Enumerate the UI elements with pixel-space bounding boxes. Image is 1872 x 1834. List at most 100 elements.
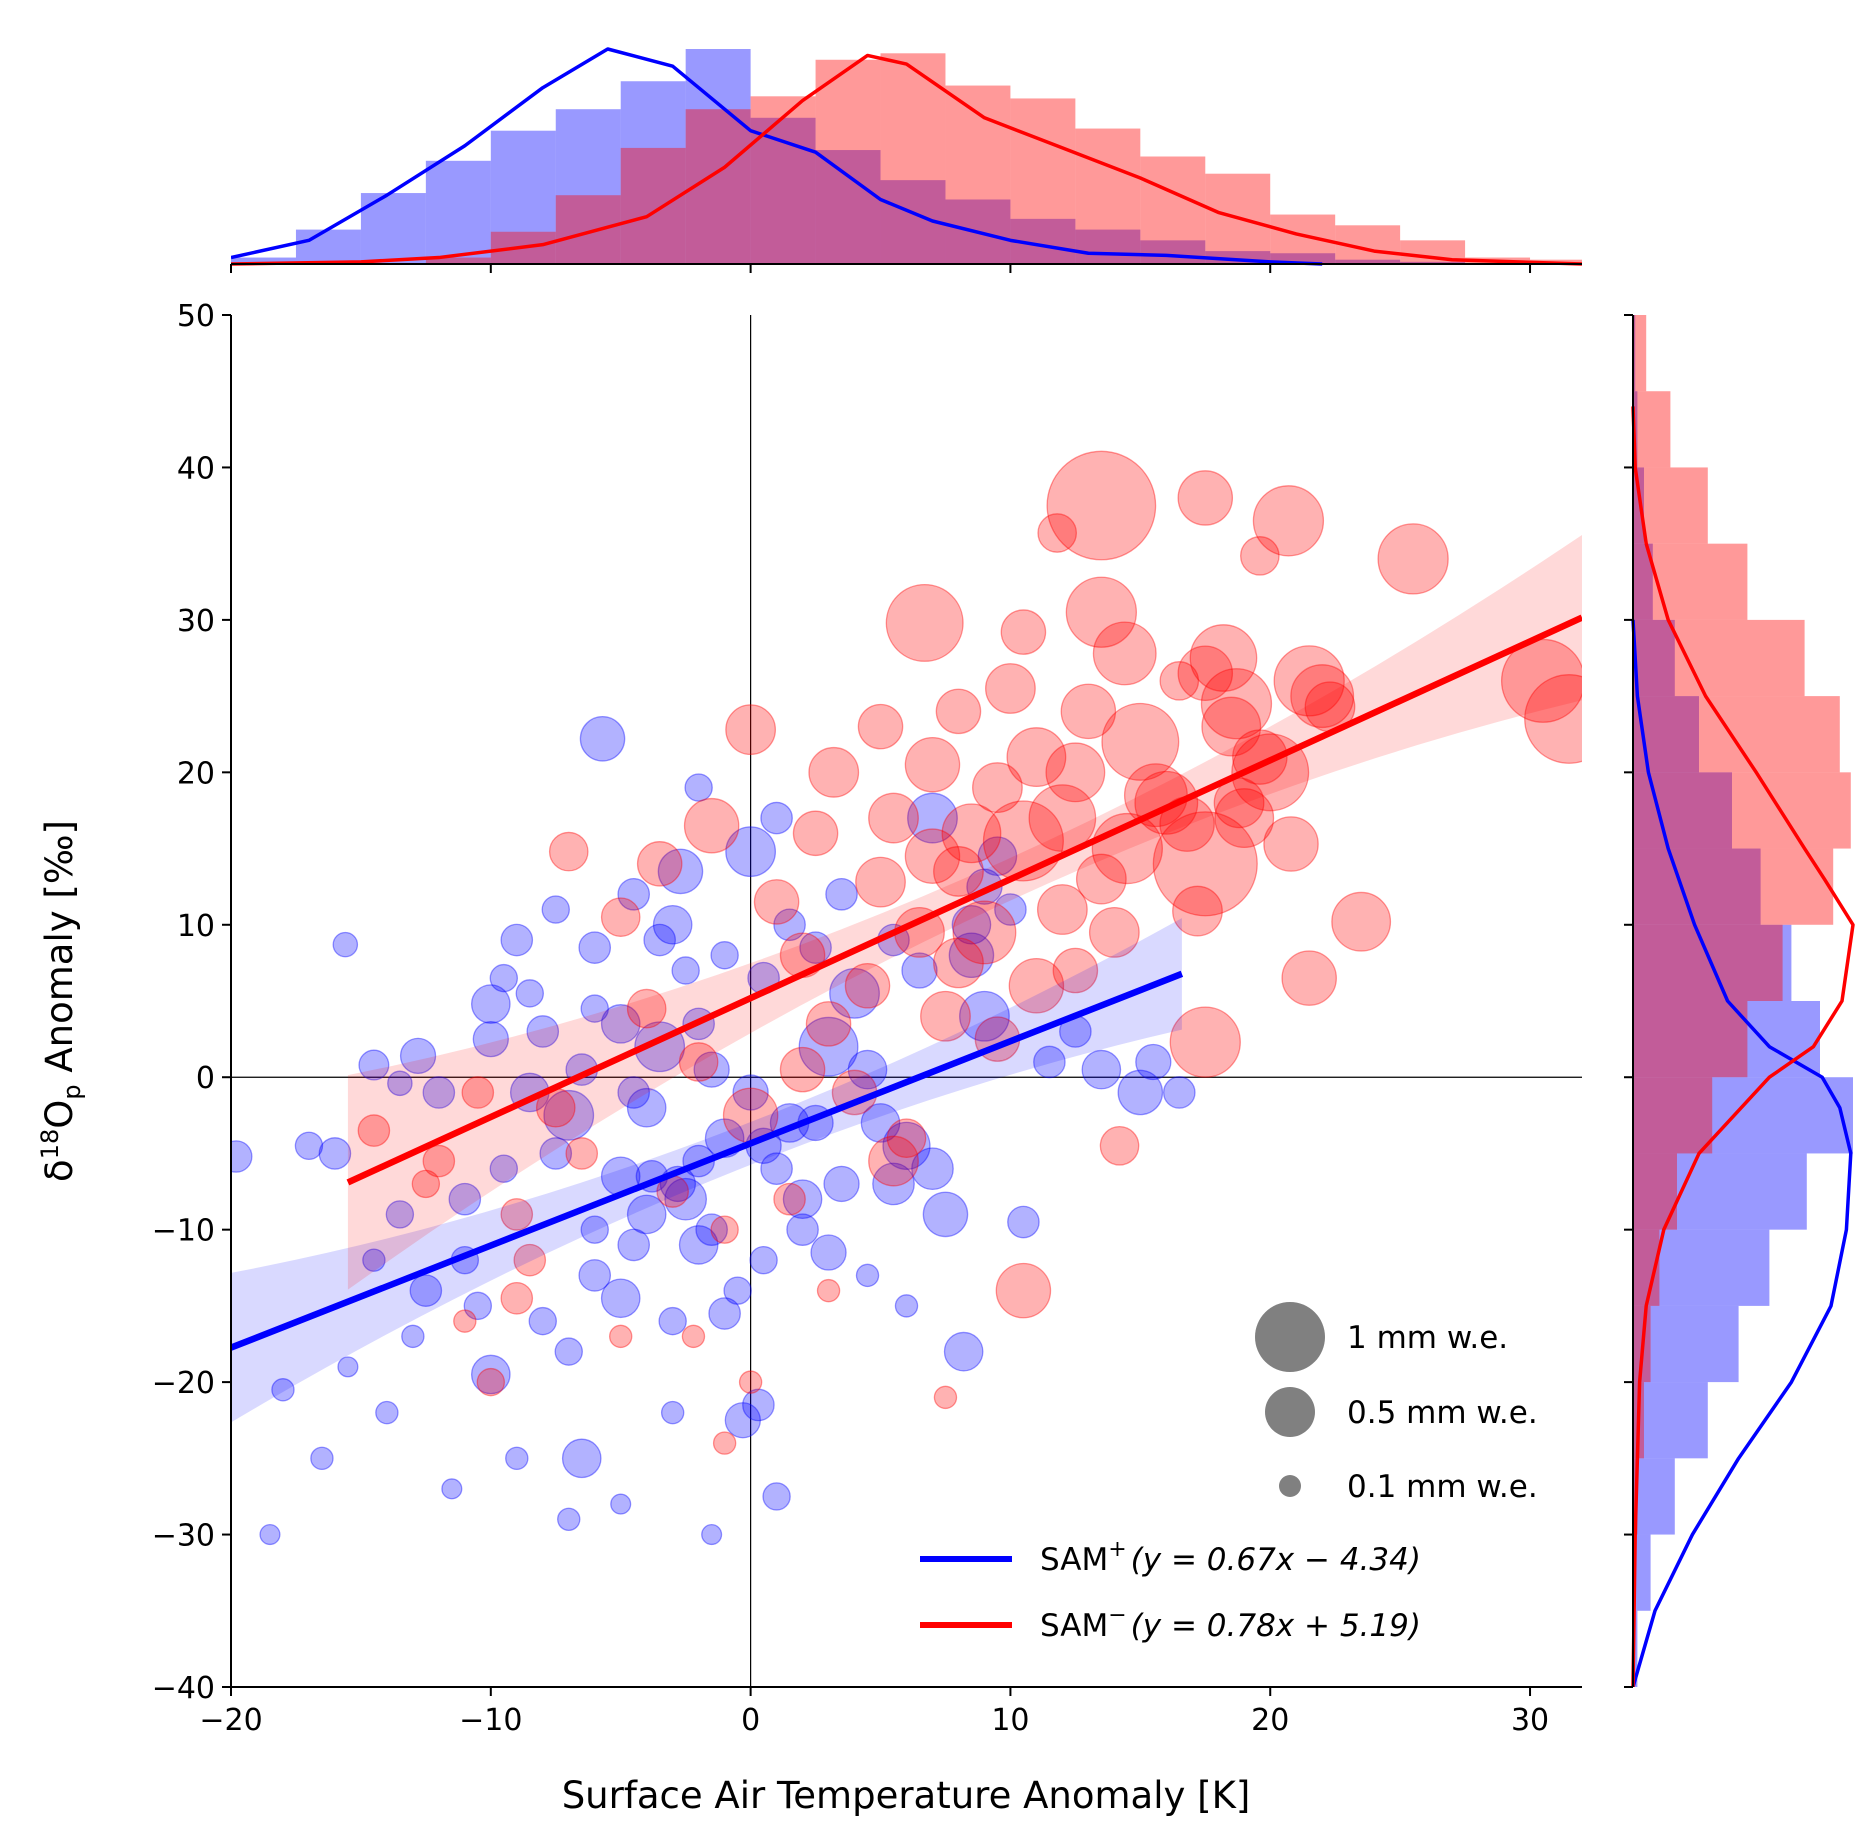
data-point [657,848,704,895]
histogram-bar [1633,1382,1708,1459]
data-point [701,1524,723,1546]
y-axis-title-o: O [38,1100,81,1129]
data-point [712,1431,737,1455]
data-point [920,990,971,1042]
size-legend-label-0.5mm: 0.5 mm w.e. [1347,1395,1538,1431]
data-point [489,1154,519,1183]
legend-sam-plus-prefix: SAM [1040,1542,1108,1578]
data-point [1045,742,1106,803]
data-point [760,1152,793,1185]
top-kde-curve-samplus [231,47,1323,266]
data-point [1273,645,1345,717]
data-point [678,1042,719,1082]
data-point [738,1370,763,1394]
data-point [660,1400,685,1425]
histogram-bar [1633,772,1732,849]
data-point [1263,816,1319,872]
histogram-bar [490,130,556,264]
axes [230,263,1634,1688]
histogram-bar [1633,1458,1675,1535]
data-point [358,1049,390,1081]
data-point [708,1297,741,1330]
x-tick-label: 30 [1511,1703,1549,1738]
data-point [422,1076,456,1109]
data-point [885,583,964,662]
data-point [318,1137,352,1170]
data-point [500,923,534,957]
data-point [1060,683,1117,740]
right-histogram-samplus [1633,315,1853,1687]
data-point [1075,853,1127,905]
data-point [882,1121,931,1170]
data-point [1252,485,1325,557]
data-point [636,841,683,887]
data-point [907,792,958,844]
data-point [541,895,570,924]
histogram-bar [620,81,686,264]
data-point [799,931,832,964]
data-point [385,1200,415,1229]
histogram-bar [1633,1153,1807,1230]
data-point [693,1051,730,1088]
data-point [1007,1205,1040,1239]
data-point [461,1076,495,1109]
data-point [600,1004,641,1044]
data-point [1172,885,1223,937]
data-point [543,1089,595,1141]
data-point [332,931,359,958]
data-point [1290,664,1355,729]
data-point [476,1367,506,1397]
data-point [1117,1069,1164,1116]
data-point [1177,470,1234,526]
data-point [643,923,676,957]
y-axis-title-rest: Anomaly [‰] [38,820,81,1084]
legend-label-sam-plus: SAM+ (y = 0.67x − 4.34) [1040,1537,1421,1578]
data-point [1159,661,1200,701]
legend-label-sam-minus: SAM− (y = 0.78x + 5.19) [1040,1603,1421,1644]
data-point [652,904,693,945]
data-point [664,1177,708,1221]
data-point [773,908,806,942]
x-tick-label: −10 [459,1703,522,1738]
data-point [760,801,793,835]
data-point [952,900,1017,965]
data-point [399,1037,437,1075]
data-point [1169,1006,1241,1078]
data-point [453,1309,477,1333]
y-tick-label: −30 [152,1519,215,1554]
data-point [922,1191,969,1238]
y-tick-label: 30 [177,604,215,639]
data-point [886,1118,927,1159]
data-point [1331,891,1392,952]
data-point [1033,1045,1066,1079]
data-point [580,994,609,1023]
data-point [933,846,984,897]
data-point [1240,536,1280,576]
data-point [724,1402,761,1439]
data-point [528,1306,557,1336]
data-point [725,704,777,756]
y-tick-label: 40 [177,451,215,486]
data-point [847,1049,888,1090]
legend-sam-plus-eq: (y = 0.67x − 4.34) [1131,1542,1421,1578]
data-point [901,952,938,989]
data-point [1008,957,1065,1014]
y-tick-label: −40 [152,1671,215,1706]
data-point [995,1262,1052,1319]
data-point [526,1015,560,1048]
data-point [792,810,839,857]
data-point [948,932,995,979]
legend-sam-minus-eq: (y = 0.78x + 5.19) [1131,1608,1421,1644]
data-point [935,688,982,735]
data-point [904,828,961,884]
histogram-bar [1633,1001,1748,1078]
data-point [810,1234,847,1271]
histogram-bar [555,195,621,264]
data-point [1500,638,1582,723]
histogram-bar [620,147,686,264]
data-point [725,826,777,878]
x-tick-label: 0 [741,1703,760,1738]
histogram-bar [1633,315,1647,392]
data-point [825,877,858,911]
x-tick-label: 10 [991,1703,1029,1738]
